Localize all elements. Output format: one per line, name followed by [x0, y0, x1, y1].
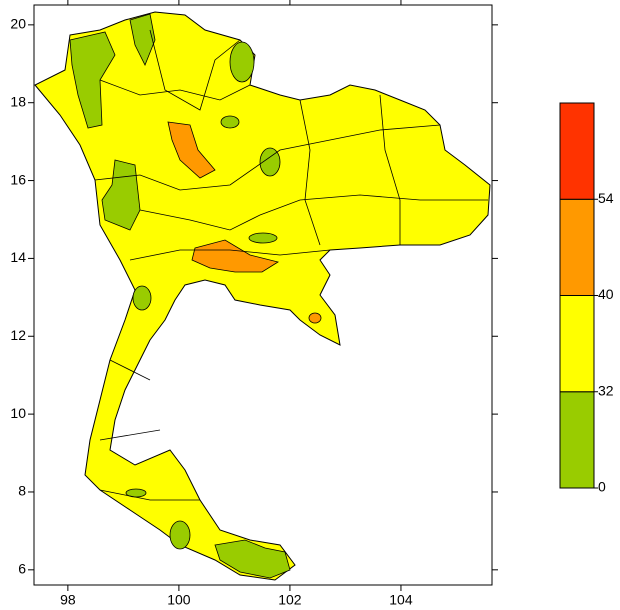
green-areas [69, 13, 291, 579]
x-tick-label: 98 [60, 592, 76, 608]
plot-frame [33, 4, 493, 586]
province-borders [94, 29, 488, 501]
colorbar-label: 0 [598, 479, 606, 495]
colorbar-segment [559, 102, 595, 200]
y-tick-label: 20 [10, 16, 26, 32]
thailand [34, 11, 491, 581]
y-tick-label: 16 [10, 171, 26, 187]
y-tick-label: 14 [10, 249, 26, 265]
colorbar-label: 54 [598, 190, 614, 206]
colorbar-label: 32 [598, 382, 614, 398]
land [34, 11, 491, 581]
x-tick-label: 104 [389, 592, 413, 608]
colorbar-segment [559, 391, 595, 489]
colorbar: 0 32 40 54 [559, 102, 614, 495]
y-tick-label: 10 [10, 405, 26, 421]
x-tick-label: 102 [278, 592, 302, 608]
colorbar-label: 40 [598, 286, 614, 302]
orange-areas [167, 121, 322, 324]
axes: 98 100 102 104 6 8 10 12 14 16 18 20 [10, 0, 498, 608]
y-tick-label: 6 [18, 561, 26, 577]
y-tick-label: 12 [10, 327, 26, 343]
colorbar-segment [559, 295, 595, 393]
y-tick-label: 18 [10, 93, 26, 109]
colorbar-segment [559, 198, 595, 296]
x-tick-label: 100 [167, 592, 191, 608]
y-tick-label: 8 [18, 483, 26, 499]
